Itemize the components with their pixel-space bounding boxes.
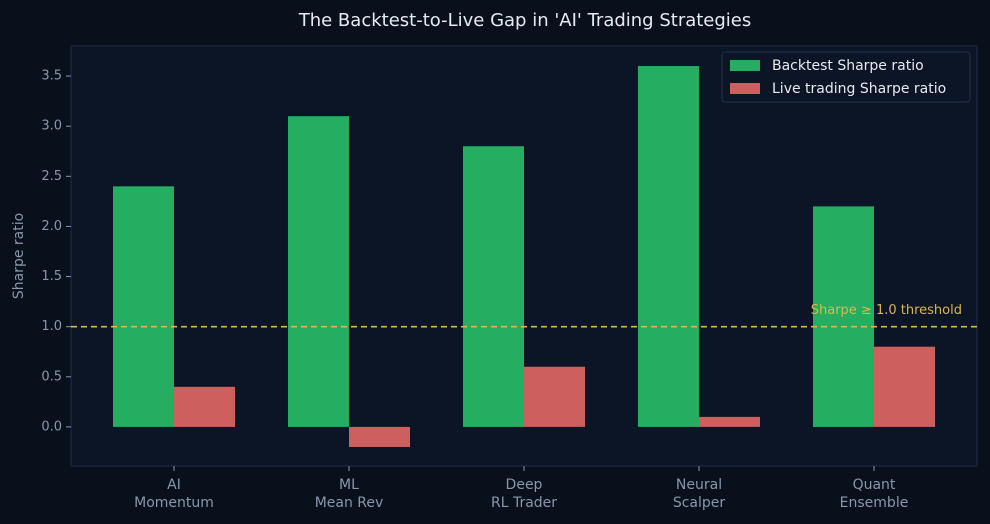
legend-label: Live trading Sharpe ratio	[772, 81, 946, 97]
bar	[288, 116, 349, 427]
x-tick-label: Neural Scalper	[673, 477, 726, 511]
threshold-label: Sharpe ≥ 1.0 threshold	[811, 303, 962, 318]
bar	[813, 206, 874, 427]
chart-title: The Backtest-to-Live Gap in 'AI' Trading…	[298, 10, 752, 31]
bar	[638, 66, 699, 427]
bar	[349, 426, 410, 447]
bar	[174, 386, 235, 427]
x-tick-label: ML Mean Rev	[315, 477, 384, 511]
y-tick-label: 0.0	[41, 419, 62, 434]
legend-box	[721, 51, 971, 103]
x-tick-label: AI Momentum	[134, 477, 214, 511]
x-tick-label: Deep RL Trader	[491, 477, 557, 511]
bar	[113, 186, 174, 427]
legend-swatch	[730, 83, 760, 94]
y-tick-label: 3.0	[41, 119, 62, 134]
x-tick-label: Quant Ensemble	[840, 477, 909, 511]
y-tick-label: 1.5	[41, 269, 62, 284]
bar	[874, 346, 935, 427]
y-tick-label: 3.5	[41, 69, 62, 84]
y-tick-label: 2.0	[41, 219, 62, 234]
y-tick-label: 2.5	[41, 169, 62, 184]
y-axis-label: Sharpe ratio	[11, 213, 27, 299]
bar	[463, 146, 524, 427]
bar	[699, 416, 760, 427]
legend-label: Backtest Sharpe ratio	[772, 58, 924, 74]
legend-swatch	[730, 60, 760, 71]
bar	[524, 366, 585, 427]
y-tick-label: 1.0	[41, 319, 62, 334]
y-tick-label: 0.5	[41, 369, 62, 384]
